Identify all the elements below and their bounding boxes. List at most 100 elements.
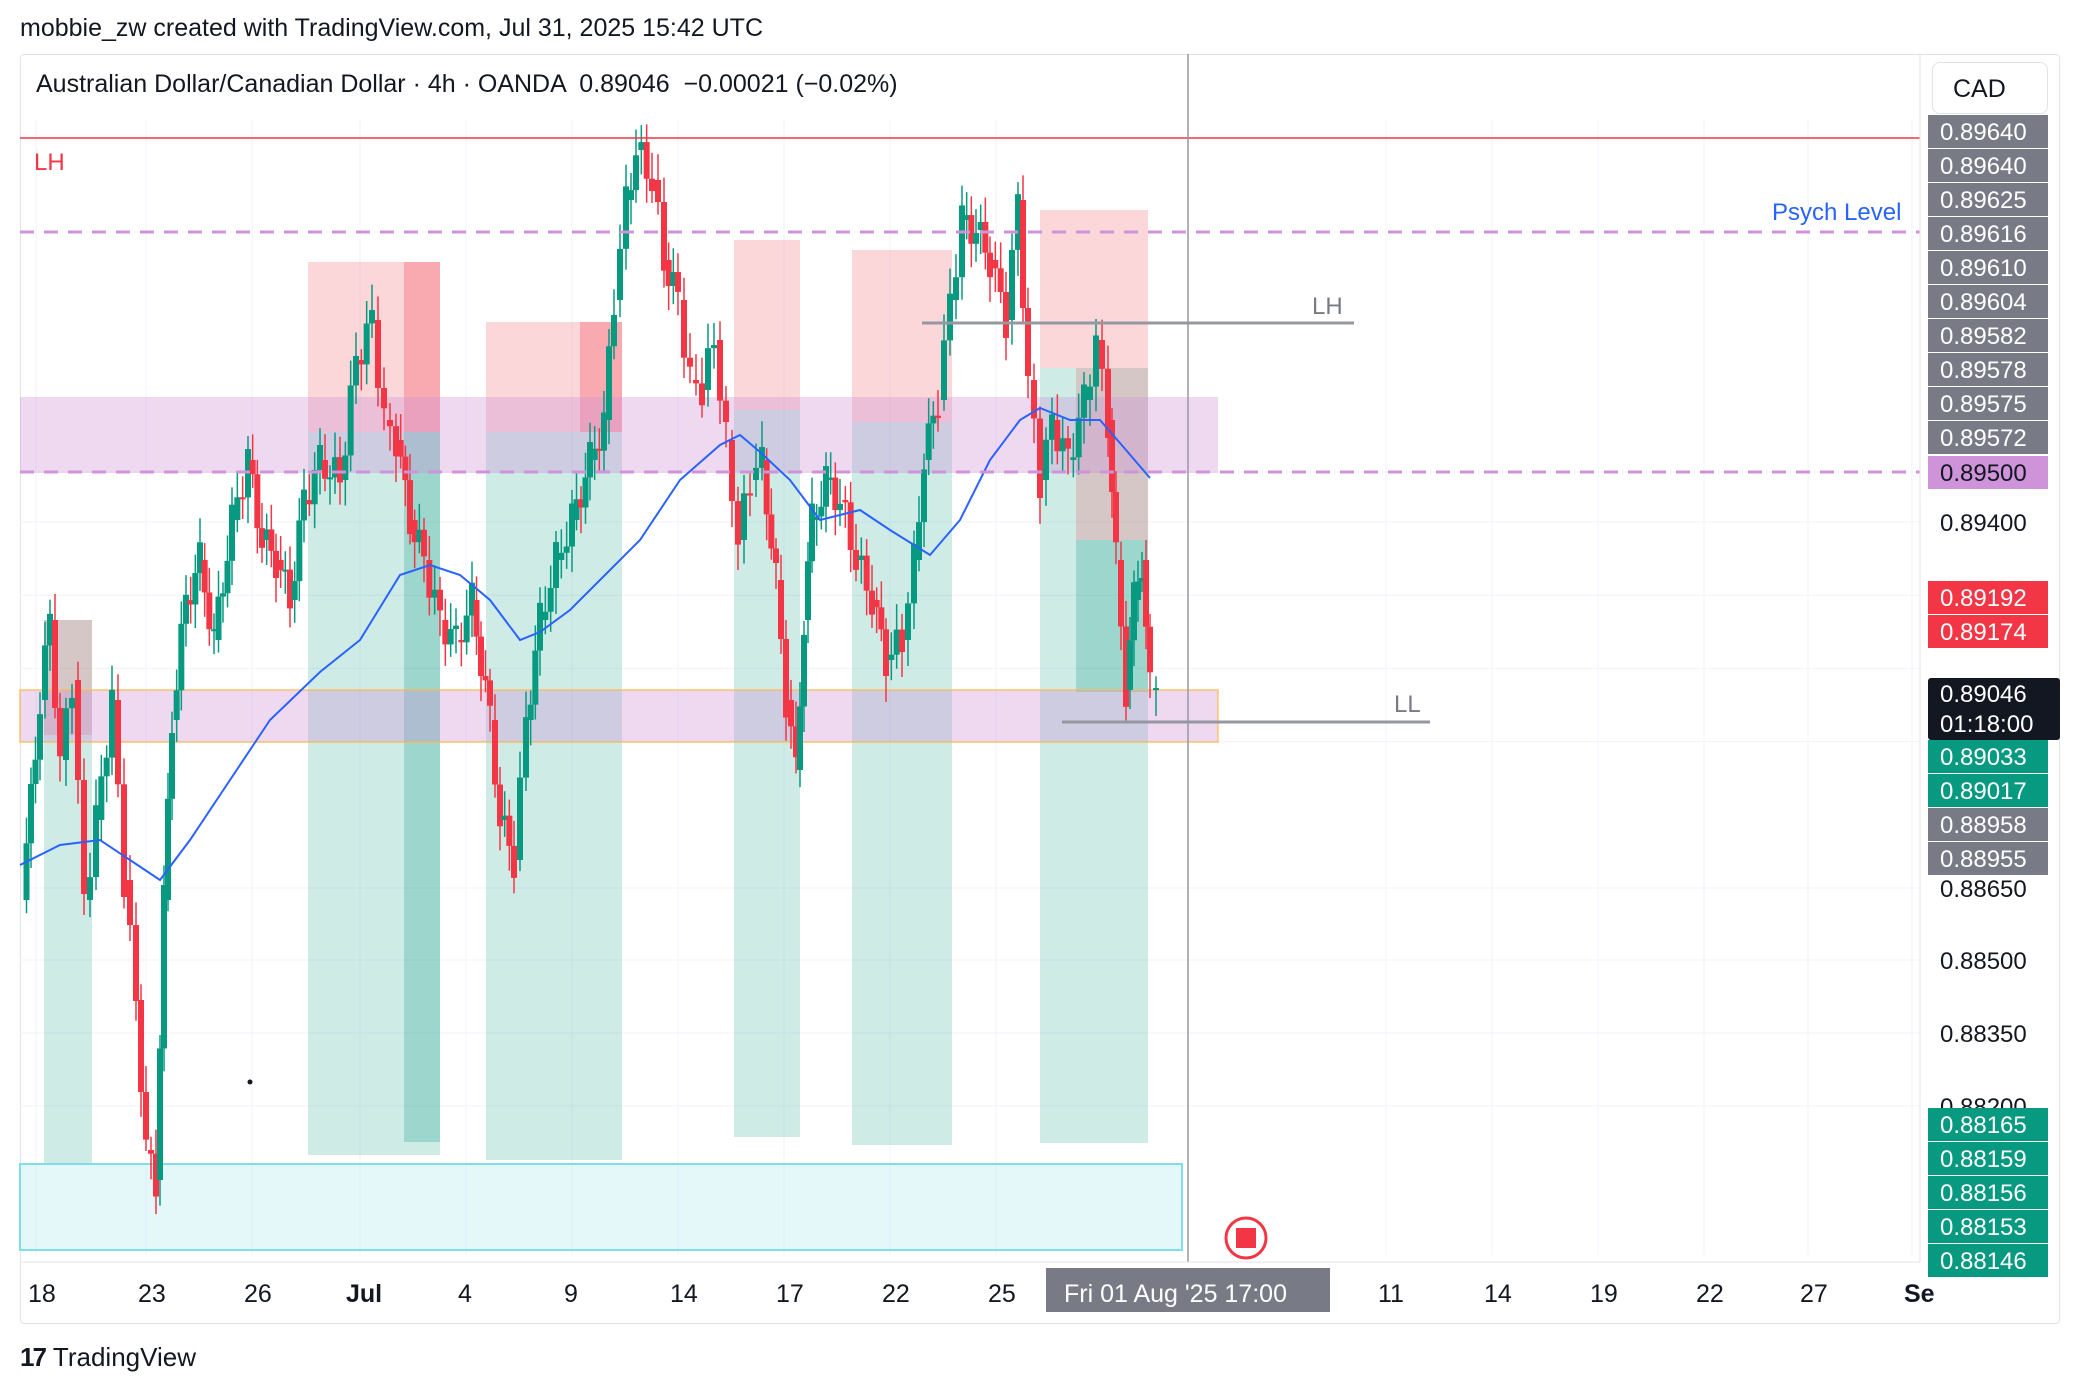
candle-down (206, 592, 213, 630)
candle-down (254, 474, 261, 529)
candle-up (711, 345, 717, 349)
candle-up (173, 690, 180, 720)
candle-up (447, 629, 454, 645)
tradingview-logo-icon: 17 (20, 1342, 47, 1372)
candle-up (623, 186, 629, 249)
candle-up (28, 783, 34, 844)
price-tag-psych: 0.89500 (1940, 460, 2027, 487)
candle-down (375, 320, 381, 388)
candle-down (1109, 420, 1115, 492)
x-tick-label: 22 (882, 1280, 910, 1308)
candle-down (788, 700, 794, 727)
candle-up (801, 634, 807, 707)
candle-up (1139, 577, 1145, 582)
x-tick-label: 4 (458, 1280, 472, 1308)
candle-down (1143, 560, 1149, 627)
candle-down (187, 600, 194, 605)
price-tag-gray-bg (1928, 251, 2048, 284)
candle-up (611, 315, 617, 347)
candle-down (661, 202, 667, 271)
price-tag-psych-bg (1928, 456, 2048, 489)
chart-zones (19, 210, 1219, 1251)
candle-down (249, 460, 256, 475)
price-tag-gray-bg (1928, 319, 2048, 352)
candle-up (569, 503, 575, 547)
price-tag-gray-bg (1928, 387, 2048, 420)
target-box (1076, 540, 1148, 692)
candle-down (411, 520, 418, 543)
price-tag-green: 0.88165 (1940, 1112, 2027, 1139)
candle-up (317, 445, 323, 470)
candle-up (342, 455, 349, 480)
candle-down (268, 529, 275, 551)
price-tag-green-bg (1928, 1244, 2048, 1277)
x-tick-label: 14 (670, 1280, 698, 1308)
stop-box (404, 262, 440, 432)
ll-segment-label: LL (1394, 691, 1421, 718)
candle-up (527, 704, 534, 720)
candle-up (353, 355, 359, 386)
candle-down (133, 925, 139, 1001)
candle-down (287, 569, 293, 609)
candle-up (332, 457, 338, 478)
candle-up (1009, 249, 1015, 320)
price-tag-gray-bg (1928, 842, 2048, 875)
candle-up (893, 629, 900, 655)
candle-down (81, 780, 87, 895)
price-tag-green-bg (1928, 1176, 2048, 1209)
candle-down (842, 500, 849, 503)
candle-up (282, 569, 289, 572)
y-tick-label: 0.88500 (1940, 948, 2027, 975)
candle-up (327, 477, 333, 480)
candle-up (1135, 581, 1141, 600)
candle-down (1065, 438, 1071, 449)
stop-box (308, 262, 440, 432)
candle-down (847, 502, 854, 550)
candle-down (935, 415, 941, 418)
candle-down (768, 514, 775, 549)
candle-down (729, 440, 735, 502)
price-tag-gray: 0.89625 (1940, 187, 2027, 214)
current-price-box (1928, 678, 2060, 740)
candle-up (947, 293, 953, 341)
stop-box (852, 250, 952, 422)
candle-down (402, 456, 409, 481)
candle-up (501, 815, 508, 820)
candle-down (497, 784, 503, 827)
candle-down (492, 720, 498, 785)
candle-up (1049, 414, 1055, 440)
candle-up (542, 611, 549, 620)
candle-up (573, 499, 580, 520)
candle-down (773, 548, 779, 564)
x-tick-label: 18 (28, 1280, 56, 1308)
candle-up (311, 469, 318, 505)
candle-down (506, 815, 513, 846)
x-tick-label: 23 (138, 1280, 166, 1308)
x-tick-label: 19 (1590, 1280, 1618, 1308)
candle-up (296, 520, 303, 582)
candle-up (617, 248, 623, 300)
candle-up (1015, 194, 1021, 250)
candle-down (478, 636, 484, 677)
candle-up (63, 708, 69, 760)
candle-up (705, 348, 711, 390)
candle-up (23, 843, 30, 900)
candle-down (1147, 626, 1153, 673)
candle-up (959, 205, 965, 278)
footer-brand[interactable]: 17 TradingView (20, 1342, 196, 1373)
candle-down (723, 400, 729, 423)
candle-up (837, 503, 843, 511)
target-box (1040, 368, 1148, 1143)
candle-up (953, 277, 959, 300)
candle-up (638, 142, 645, 150)
price-tag-gray: 0.89575 (1940, 391, 2027, 418)
candle-down (763, 460, 770, 515)
candle-down (1054, 420, 1061, 452)
candle-down (1025, 307, 1031, 376)
price-tag-gray: 0.88955 (1940, 846, 2027, 873)
currency-button[interactable]: CAD (1932, 62, 2048, 114)
candle-up (161, 884, 167, 1049)
candle-down (121, 784, 127, 898)
lh-label: LH (34, 149, 65, 176)
